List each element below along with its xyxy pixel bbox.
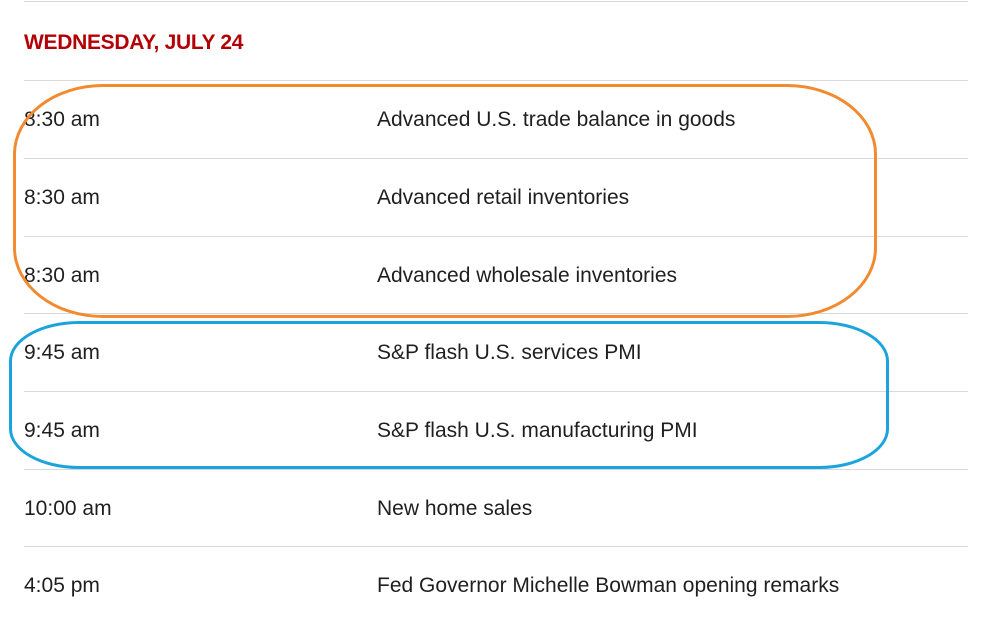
event-title: New home sales: [377, 497, 533, 520]
schedule-row: 8:30 am Advanced U.S. trade balance in g…: [24, 81, 968, 159]
schedule-row: 8:30 am Advanced wholesale inventories: [24, 237, 968, 315]
event-title: Fed Governor Michelle Bowman opening rem…: [377, 574, 840, 597]
event-time: 9:45 am: [24, 341, 100, 364]
divider: [24, 80, 968, 81]
event-time: 10:00 am: [24, 497, 112, 520]
divider: [24, 546, 968, 547]
divider: [24, 391, 968, 392]
event-title: S&P flash U.S. manufacturing PMI: [377, 419, 698, 442]
schedule-row: 9:45 am S&P flash U.S. services PMI: [24, 314, 968, 392]
event-time: 9:45 am: [24, 419, 100, 442]
event-title: Advanced wholesale inventories: [377, 264, 678, 287]
day-heading: WEDNESDAY, JULY 24: [24, 31, 244, 54]
event-time: 8:30 am: [24, 264, 100, 287]
divider: [24, 313, 968, 314]
event-time: 4:05 pm: [24, 574, 100, 597]
event-title: S&P flash U.S. services PMI: [377, 341, 642, 364]
divider: [24, 1, 968, 2]
schedule-row: 8:30 am Advanced retail inventories: [24, 159, 968, 237]
divider: [24, 236, 968, 237]
event-title: Advanced U.S. trade balance in goods: [377, 108, 736, 131]
schedule-row: 9:45 am S&P flash U.S. manufacturing PMI: [24, 392, 968, 470]
schedule-row: 10:00 am New home sales: [24, 470, 968, 548]
divider: [24, 158, 968, 159]
event-time: 8:30 am: [24, 108, 100, 131]
event-time: 8:30 am: [24, 186, 100, 209]
event-title: Advanced retail inventories: [377, 186, 630, 209]
schedule-row: 4:05 pm Fed Governor Michelle Bowman ope…: [24, 547, 968, 625]
divider: [24, 469, 968, 470]
